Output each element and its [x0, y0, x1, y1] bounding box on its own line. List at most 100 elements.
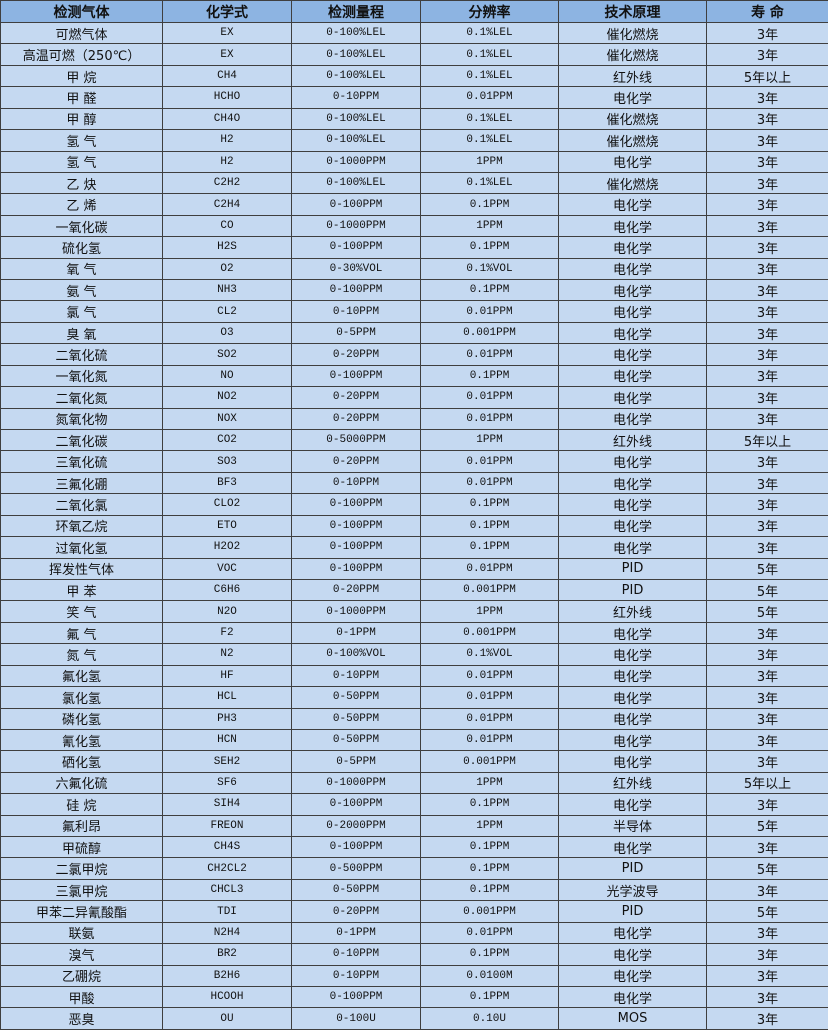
cell-resolution: 0.1%LEL [420, 129, 559, 152]
cell-lifespan: 3年 [706, 257, 828, 281]
cell-chemical-formula: B2H6 [162, 964, 292, 987]
table-row: 乙硼烷 B2H6 0-10PPM 0.0100M 电化学 3年 [0, 964, 828, 987]
cell-measuring-range: 0-100PPM [291, 514, 421, 538]
cell-technical-principle: 电化学 [558, 943, 707, 966]
cell-measuring-range: 0-100%LEL [291, 21, 421, 45]
cell-gas-name: 溴气 [0, 943, 163, 966]
cell-lifespan: 3年 [706, 964, 828, 987]
cell-lifespan: 3年 [706, 321, 828, 345]
cell-gas-name: 二氧化硫 [0, 343, 163, 366]
cell-resolution: 0.1%VOL [420, 257, 559, 281]
cell-technical-principle: 电化学 [558, 471, 707, 495]
table-row: 联氨 N2H4 0-1PPM 0.01PPM 电化学 3年 [0, 921, 828, 945]
cell-chemical-formula: C2H2 [162, 171, 292, 195]
cell-technical-principle: PID [558, 857, 707, 880]
table-row: 氢 气 H2 0-100%LEL 0.1%LEL 催化燃烧 3年 [0, 129, 828, 152]
cell-resolution: 0.1PPM [420, 279, 559, 302]
cell-chemical-formula: OU [162, 1007, 292, 1030]
table-row: 硅 烷 SIH4 0-100PPM 0.1PPM 电化学 3年 [0, 793, 828, 816]
cell-chemical-formula: FREON [162, 814, 292, 838]
cell-resolution: 0.01PPM [420, 557, 559, 580]
cell-chemical-formula: SIH4 [162, 793, 292, 816]
cell-technical-principle: 电化学 [558, 386, 707, 409]
cell-resolution: 0.1PPM [420, 536, 559, 559]
cell-resolution: 0.01PPM [420, 450, 559, 473]
header-row: 检测气体 化学式 检测量程 分辨率 技术原理寿 命 [0, 0, 828, 23]
cell-chemical-formula: CHCL3 [162, 878, 292, 902]
table-row: 臭 氧 O3 0-5PPM 0.001PPM 电化学 3年 [0, 321, 828, 345]
cell-lifespan: 3年 [706, 493, 828, 516]
cell-technical-principle: 红外线 [558, 429, 707, 452]
cell-resolution: 1PPM [420, 771, 559, 795]
cell-technical-principle: 电化学 [558, 343, 707, 366]
table-row: 可燃气体 EX 0-100%LEL 0.1%LEL 催化燃烧 3年 [0, 21, 828, 45]
table-row: 氟利昂 FREON 0-2000PPM 1PPM 半导体 5年 [0, 814, 828, 838]
cell-chemical-formula: NO2 [162, 386, 292, 409]
cell-technical-principle: 电化学 [558, 236, 707, 259]
cell-technical-principle: 电化学 [558, 536, 707, 559]
cell-technical-principle: 光学波导 [558, 878, 707, 902]
cell-technical-principle: PID [558, 900, 707, 923]
cell-lifespan: 5年以上 [706, 429, 828, 452]
cell-gas-name: 氟化氢 [0, 664, 163, 688]
cell-measuring-range: 0-100PPM [291, 985, 421, 1009]
cell-measuring-range: 0-100PPM [291, 536, 421, 559]
cell-resolution: 1PPM [420, 600, 559, 623]
cell-gas-name: 硫化氢 [0, 236, 163, 259]
cell-technical-principle: PID [558, 578, 707, 602]
cell-chemical-formula: CO [162, 214, 292, 238]
cell-gas-name: 磷化氢 [0, 707, 163, 730]
table-row: 三氯甲烷 CHCL3 0-50PPM 0.1PPM 光学波导 3年 [0, 878, 828, 902]
cell-measuring-range: 0-100%LEL [291, 64, 421, 88]
cell-measuring-range: 0-100PPM [291, 364, 421, 388]
cell-gas-name: 氯 气 [0, 300, 163, 323]
cell-chemical-formula: N2 [162, 643, 292, 666]
table-row: 甲 烷 CH4 0-100%LEL 0.1%LEL 红外线 5年以上 [0, 64, 828, 88]
cell-technical-principle: 半导体 [558, 814, 707, 838]
cell-technical-principle: 电化学 [558, 279, 707, 302]
table-row: 氧 气 O2 0-30%VOL 0.1%VOL 电化学 3年 [0, 257, 828, 281]
cell-chemical-formula: HCOOH [162, 985, 292, 1009]
cell-resolution: 0.1PPM [420, 878, 559, 902]
cell-gas-name: 一氧化碳 [0, 214, 163, 238]
cell-measuring-range: 0-10PPM [291, 664, 421, 688]
cell-lifespan: 3年 [706, 386, 828, 409]
cell-lifespan: 3年 [706, 214, 828, 238]
cell-measuring-range: 0-1PPM [291, 921, 421, 945]
cell-technical-principle: 电化学 [558, 921, 707, 945]
cell-lifespan: 3年 [706, 364, 828, 388]
cell-resolution: 0.10U [420, 1007, 559, 1030]
cell-chemical-formula: N2H4 [162, 921, 292, 945]
cell-resolution: 1PPM [420, 214, 559, 238]
cell-gas-name: 硒化氢 [0, 750, 163, 773]
cell-lifespan: 3年 [706, 43, 828, 66]
cell-lifespan: 3年 [706, 793, 828, 816]
header-lifespan: 寿 命 [706, 0, 828, 23]
table-row: 三氧化硫 SO3 0-20PPM 0.01PPM 电化学 3年 [0, 450, 828, 473]
cell-chemical-formula: SF6 [162, 771, 292, 795]
cell-gas-name: 三氟化硼 [0, 471, 163, 495]
cell-technical-principle: 电化学 [558, 407, 707, 431]
cell-chemical-formula: F2 [162, 621, 292, 645]
table-row: 溴气 BR2 0-10PPM 0.1PPM 电化学 3年 [0, 943, 828, 966]
cell-resolution: 0.01PPM [420, 686, 559, 709]
table-row: 甲 醇 CH4O 0-100%LEL 0.1%LEL 催化燃烧 3年 [0, 107, 828, 131]
cell-measuring-range: 0-5PPM [291, 321, 421, 345]
cell-lifespan: 3年 [706, 1007, 828, 1030]
cell-measuring-range: 0-1000PPM [291, 150, 421, 173]
cell-technical-principle: 催化燃烧 [558, 107, 707, 131]
cell-resolution: 0.01PPM [420, 343, 559, 366]
cell-resolution: 0.001PPM [420, 750, 559, 773]
table-row: 氮 气 N2 0-100%VOL 0.1%VOL 电化学 3年 [0, 643, 828, 666]
table-row: 甲 醛 HCHO 0-10PPM 0.01PPM 电化学 3年 [0, 86, 828, 109]
cell-resolution: 0.1%LEL [420, 64, 559, 88]
cell-technical-principle: 催化燃烧 [558, 43, 707, 66]
cell-measuring-range: 0-100PPM [291, 193, 421, 216]
cell-resolution: 0.1%LEL [420, 21, 559, 45]
cell-resolution: 0.1PPM [420, 493, 559, 516]
table-row: 氟 气 F2 0-1PPM 0.001PPM 电化学 3年 [0, 621, 828, 645]
cell-lifespan: 3年 [706, 707, 828, 730]
cell-gas-name: 二氯甲烷 [0, 857, 163, 880]
cell-measuring-range: 0-20PPM [291, 900, 421, 923]
cell-lifespan: 3年 [706, 878, 828, 902]
